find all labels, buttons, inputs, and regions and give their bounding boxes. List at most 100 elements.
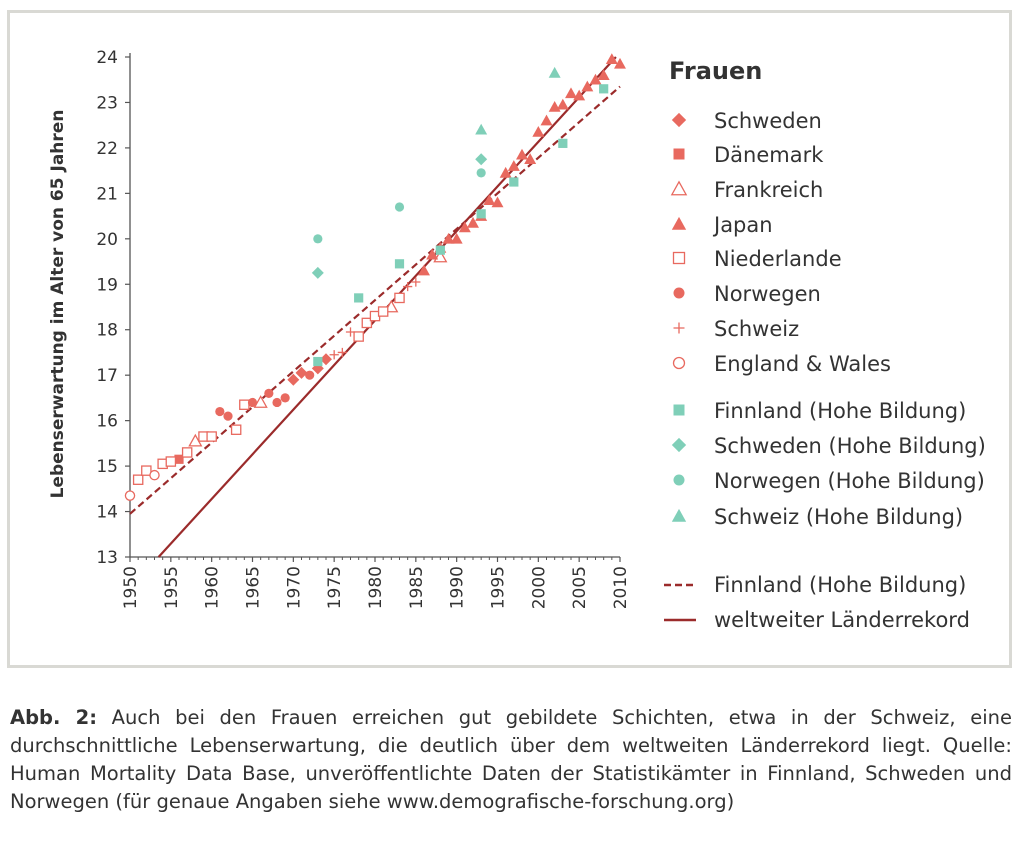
data-point: [394, 292, 405, 304]
data-point: [450, 232, 463, 244]
data-point: [556, 98, 569, 110]
data-point: [548, 66, 561, 78]
series-england-wales: [124, 469, 160, 501]
legend-label: Japan: [712, 213, 773, 237]
legend-entry-line: weltweiter Länderrekord: [664, 608, 970, 632]
data-point: [124, 490, 136, 501]
x-tick-label: 1980: [366, 566, 386, 609]
legend-marker: [672, 356, 686, 370]
legend-label: Norwegen: [714, 282, 821, 306]
x-tick-label: 2000: [529, 566, 549, 609]
data-point: [149, 469, 160, 481]
legend-entry: Dänemark: [673, 143, 824, 167]
figure-caption: Abb. 2: Auch bei den Frauen erreichen gu…: [10, 704, 1012, 816]
data-point: [532, 126, 545, 137]
data-point: [476, 209, 486, 219]
x-tick-label: 1985: [407, 566, 427, 609]
data-point: [329, 350, 339, 360]
legend-entry: Norwegen (Hohe Bildung): [673, 469, 985, 493]
data-point: [540, 114, 553, 126]
data-point: [311, 266, 324, 279]
data-point: [394, 259, 405, 269]
data-point: [605, 53, 618, 65]
series-niederlande: [132, 292, 405, 485]
x-tick-label: 2005: [570, 566, 590, 609]
data-point: [141, 465, 152, 476]
data-point: [426, 248, 439, 260]
data-point: [411, 277, 421, 287]
legend-marker: [671, 508, 687, 522]
caption-text: Auch bei den Frauen erreichen gut gebild…: [10, 706, 1012, 813]
series-schweden-hohe-bildung: [311, 153, 488, 279]
legend-label: Schweiz (Hohe Bildung): [714, 505, 963, 529]
legend-entry: Schweden: [671, 109, 822, 133]
data-point: [239, 399, 250, 410]
data-point: [223, 411, 233, 421]
x-tick-label: 1955: [162, 566, 182, 609]
legend-label: Frankreich: [714, 178, 823, 202]
data-point: [230, 424, 242, 435]
legend-marker: [673, 404, 685, 416]
y-tick-label: 22: [96, 139, 118, 159]
data-point: [165, 456, 177, 467]
legend-label: weltweiter Länderrekord: [714, 608, 970, 632]
legend-marker: [671, 216, 687, 230]
legend-label: Schweden (Hohe Bildung): [714, 434, 986, 458]
legend-marker: [670, 180, 688, 196]
legend-marker: [671, 437, 687, 453]
data-point: [558, 138, 568, 148]
y-tick-label: 17: [96, 366, 118, 386]
legend-label: Dänemark: [714, 143, 824, 167]
legend-entry: Niederlande: [672, 247, 842, 271]
legend-marker: [673, 287, 685, 299]
y-axis-label: Lebenserwartung im Alter von 65 Jahren: [48, 110, 68, 499]
data-point: [174, 454, 184, 464]
y-tick-label: 21: [96, 184, 118, 204]
data-point: [581, 80, 594, 92]
data-point: [442, 232, 455, 244]
legend-marker: [673, 148, 685, 160]
x-tick-label: 1965: [244, 566, 264, 609]
data-point: [565, 87, 577, 99]
legend-entry-line: Finnland (Hohe Bildung): [664, 573, 966, 597]
legend-label: Norwegen (Hohe Bildung): [714, 469, 985, 493]
data-point: [524, 153, 537, 165]
legend-entry: Finnland (Hohe Bildung): [673, 399, 966, 423]
series-finnland-hohe-bildung: [313, 84, 609, 367]
legend-marker: [671, 112, 687, 128]
data-point: [181, 447, 193, 458]
y-tick-label: 15: [96, 457, 118, 477]
data-point: [491, 196, 504, 208]
data-point: [305, 370, 315, 380]
series-schweiz: [329, 277, 421, 360]
y-tick-label: 23: [96, 93, 118, 113]
series-norwegen-hohe-bildung: [313, 168, 486, 244]
series-schweiz-hohe-bildung: [475, 66, 561, 135]
data-point: [345, 327, 356, 337]
legend-label: England & Wales: [714, 352, 891, 376]
data-point: [280, 393, 290, 403]
data-point: [573, 89, 586, 101]
legend-label: Niederlande: [714, 247, 842, 271]
data-point: [320, 353, 332, 366]
legend-entry: Japan: [671, 213, 773, 237]
data-point: [295, 366, 308, 379]
data-point: [467, 216, 479, 228]
legend-label: Finnland (Hohe Bildung): [714, 399, 966, 423]
legend-entry: Schweiz: [673, 317, 799, 341]
data-point: [516, 148, 528, 160]
caption-label: Abb. 2:: [10, 706, 98, 729]
data-point: [394, 202, 405, 212]
data-point: [132, 474, 144, 485]
y-tick-label: 19: [96, 275, 118, 295]
data-point: [272, 397, 282, 408]
data-point: [353, 331, 364, 342]
y-tick-label: 18: [96, 321, 118, 341]
data-point: [337, 347, 347, 358]
series-norwegen: [215, 370, 315, 421]
figure-frame: [7, 10, 1012, 668]
data-point: [476, 168, 486, 178]
data-point: [313, 234, 323, 244]
data-point: [614, 57, 626, 69]
data-point: [354, 293, 364, 303]
